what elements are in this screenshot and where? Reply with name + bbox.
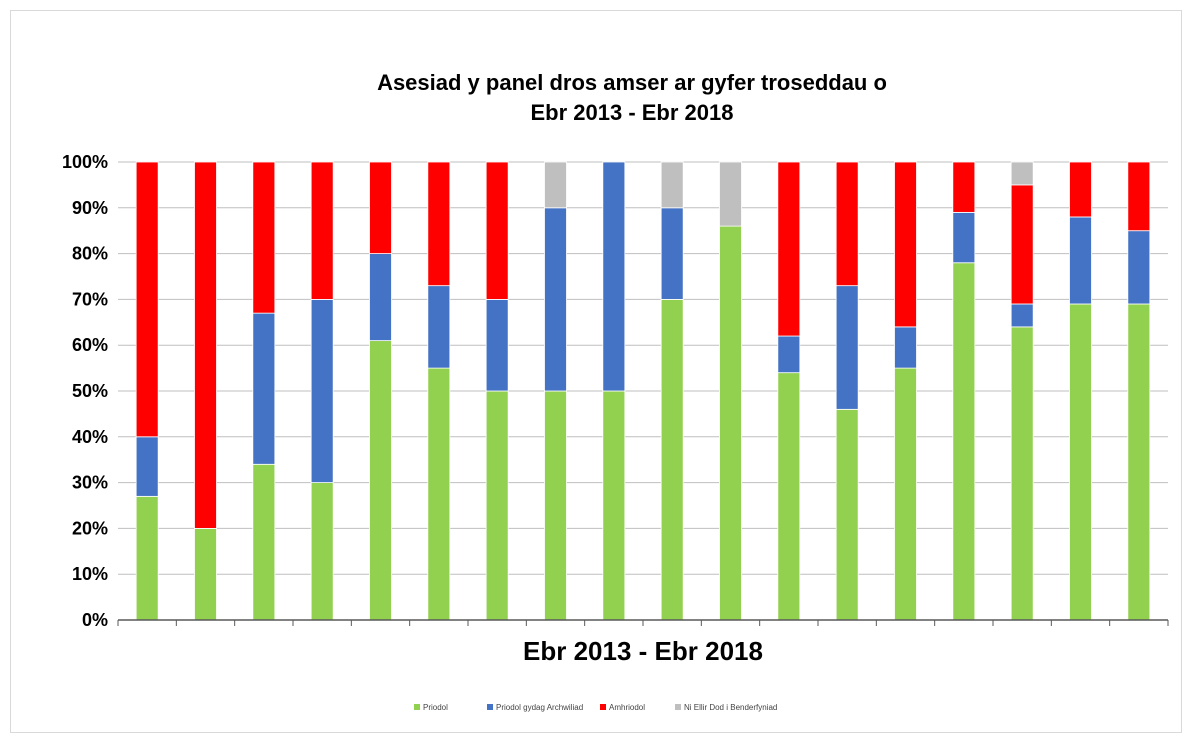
bar-segment-1	[952, 262, 976, 621]
bar-segment-1	[835, 408, 859, 621]
bar-segment-2	[602, 161, 626, 392]
bar-segment-3	[427, 161, 451, 287]
bar-segment-1	[427, 367, 451, 621]
bar-segment-1	[485, 390, 509, 621]
legend-swatch-1	[414, 704, 420, 710]
bar-segment-2	[1010, 303, 1034, 328]
y-axis-ticks: 0% 10% 20% 30% 40% 50% 60% 70% 80% 90% 100%	[62, 152, 108, 630]
bar-segment-2	[369, 253, 392, 342]
y-tick-label: 50%	[72, 381, 108, 401]
bar-segment-3	[1010, 184, 1034, 305]
bar-segment-1	[369, 340, 392, 621]
y-tick-label: 20%	[72, 518, 108, 538]
legend-swatch-4	[675, 704, 681, 710]
x-axis-ticks	[117, 620, 1169, 626]
bar-segment-4	[1010, 161, 1034, 186]
bar-segment-3	[135, 161, 159, 438]
bar-segment-2	[1127, 230, 1151, 305]
bar-segment-3	[835, 161, 859, 287]
bar-segment-3	[1127, 161, 1151, 232]
y-tick-label: 40%	[72, 427, 108, 447]
bar-segment-2	[894, 326, 917, 369]
bar-segment-1	[660, 298, 684, 621]
y-tick-label: 30%	[72, 473, 108, 493]
bar-segment-1	[135, 495, 159, 621]
bar-segment-3	[952, 161, 976, 213]
bar-segment-2	[427, 285, 451, 369]
bar-segment-1	[1069, 303, 1092, 621]
y-tick-label: 10%	[72, 564, 108, 584]
y-tick-label: 60%	[72, 335, 108, 355]
bar-segment-3	[777, 161, 801, 337]
bars	[135, 161, 1151, 621]
y-tick-label: 90%	[72, 198, 108, 218]
bar-segment-2	[660, 207, 684, 300]
chart-title-line-1: Asesiad y panel dros amser ar gyfer tros…	[377, 70, 887, 95]
bar-segment-2	[835, 285, 859, 410]
bar-segment-1	[310, 482, 334, 621]
bar-segment-2	[485, 298, 509, 392]
bar-segment-2	[310, 298, 334, 483]
legend-label-3: Amhriodol	[609, 703, 645, 712]
legend-swatch-3	[600, 704, 606, 710]
y-tick-label: 100%	[62, 152, 108, 172]
y-tick-label: 80%	[72, 244, 108, 264]
bar-segment-3	[194, 161, 217, 529]
bar-segment-1	[777, 372, 801, 621]
legend-label-1: Priodol	[423, 703, 448, 712]
bar-segment-2	[252, 312, 276, 465]
bar-segment-2	[544, 207, 567, 392]
bar-segment-3	[310, 161, 334, 300]
bar-segment-1	[1127, 303, 1151, 621]
legend: Priodol Priodol gydag Archwiliad Amhriodol…	[414, 703, 777, 712]
chart-title-line-2: Ebr 2013 - Ebr 2018	[530, 100, 733, 125]
bar-segment-1	[252, 463, 276, 621]
bar-segment-3	[1069, 161, 1092, 218]
bar-segment-4	[544, 161, 567, 209]
gridlines	[118, 161, 1168, 575]
bar-segment-1	[719, 225, 742, 621]
y-tick-label: 70%	[72, 289, 108, 309]
bar-segment-3	[369, 161, 392, 254]
bar-segment-2	[1069, 216, 1092, 305]
legend-swatch-2	[487, 704, 493, 710]
bar-segment-3	[252, 161, 276, 314]
bar-segment-2	[952, 211, 976, 264]
bar-segment-3	[894, 161, 917, 328]
bar-segment-4	[660, 161, 684, 209]
bar-segment-1	[1010, 326, 1034, 621]
bar-segment-4	[719, 161, 742, 227]
bar-segment-2	[777, 335, 801, 374]
legend-label-4: Ni Ellir Dod i Benderfyniad	[684, 703, 777, 712]
bar-segment-1	[194, 528, 217, 621]
bar-segment-3	[485, 161, 509, 300]
x-axis-label: Ebr 2013 - Ebr 2018	[523, 636, 763, 666]
bar-segment-1	[602, 390, 626, 621]
y-tick-label: 0%	[82, 610, 108, 630]
bar-segment-2	[135, 436, 159, 497]
legend-label-2: Priodol gydag Archwiliad	[496, 703, 583, 712]
bar-segment-1	[894, 367, 917, 621]
bar-segment-1	[544, 390, 567, 621]
